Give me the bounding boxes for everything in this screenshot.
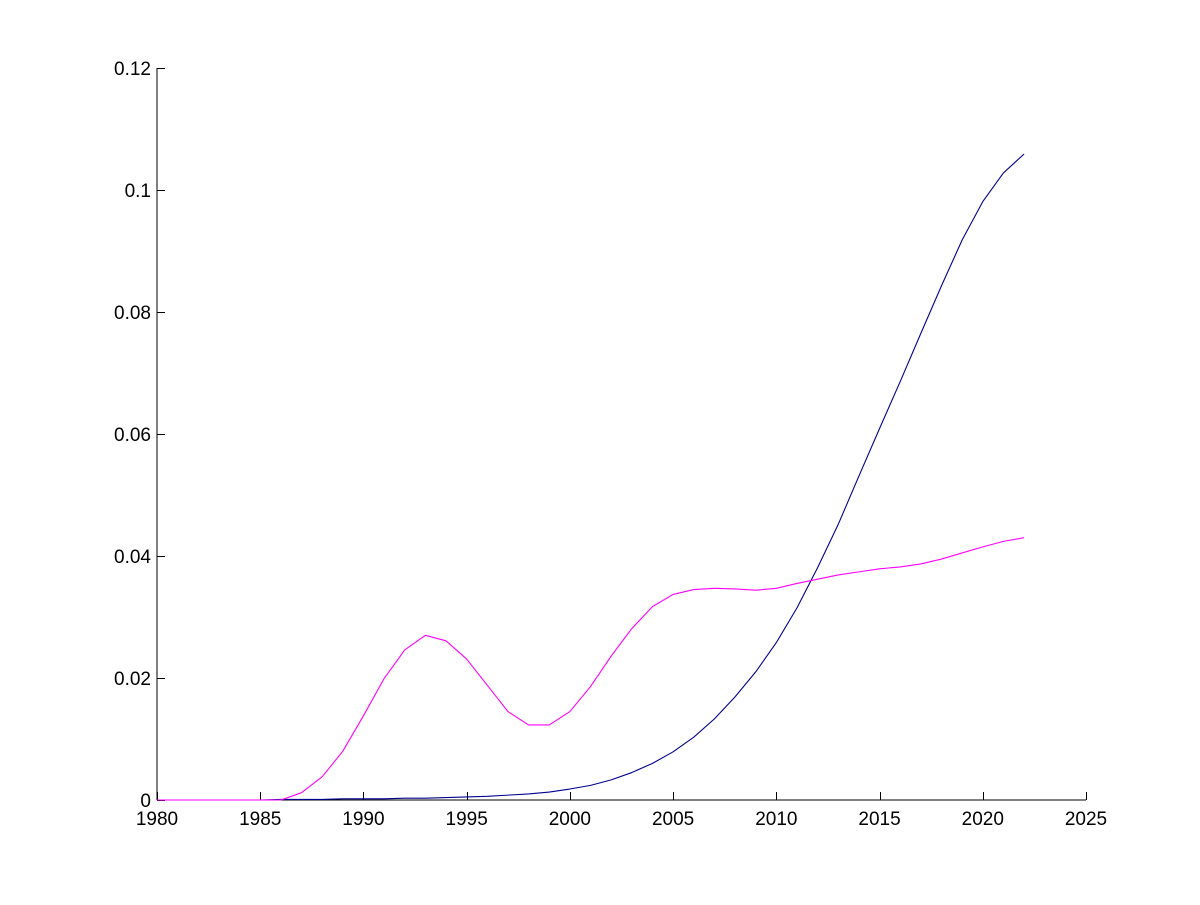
series-group <box>157 153 1025 801</box>
x-tick-label: 1995 <box>446 809 488 830</box>
y-tick-label: 0.08 <box>114 303 151 324</box>
y-tick-label: 0.06 <box>114 425 151 446</box>
y-tick-label: 0 <box>140 791 151 812</box>
y-tick-label: 0.1 <box>125 181 151 202</box>
x-tick-label: 2010 <box>755 809 797 830</box>
tick-labels: 1980 1985 1990 1995 2000 2005 2010 2015 2020 2025… <box>114 59 1107 830</box>
x-tick-label: 1980 <box>136 809 178 830</box>
series-line-1 <box>157 153 1025 801</box>
axes <box>156 68 1087 801</box>
x-tick-label: 2015 <box>858 809 900 830</box>
x-tick-label: 1985 <box>239 809 281 830</box>
y-tick-label: 0.04 <box>114 547 151 568</box>
x-tick-label: 1990 <box>342 809 384 830</box>
x-tick-label: 2000 <box>549 809 591 830</box>
x-tick-label: 2025 <box>1065 809 1107 830</box>
x-tick-label: 2005 <box>652 809 694 830</box>
series-line-2 <box>157 537 1025 801</box>
x-tick-label: 2020 <box>962 809 1004 830</box>
y-tick-label: 0.02 <box>114 669 151 690</box>
y-tick-label: 0.12 <box>114 59 151 80</box>
